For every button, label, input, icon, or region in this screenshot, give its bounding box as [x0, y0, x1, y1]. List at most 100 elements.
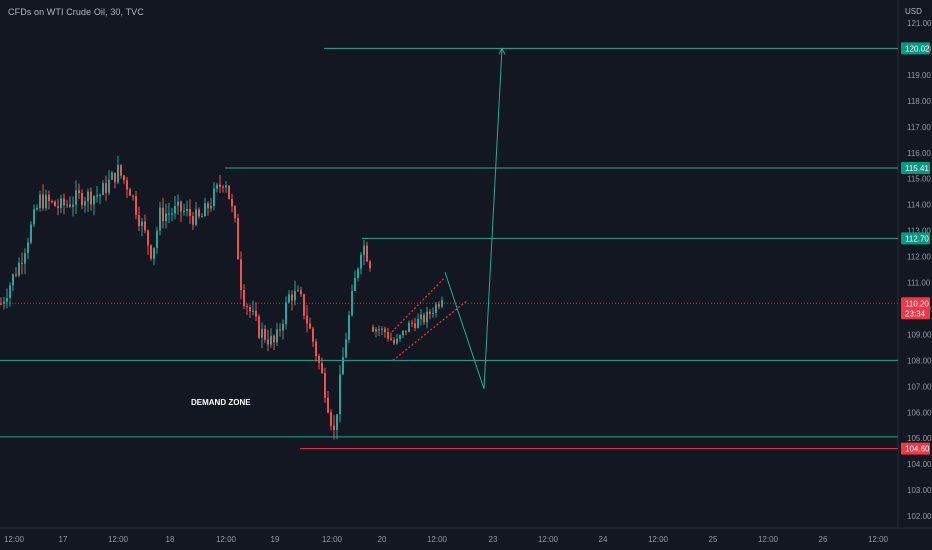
candle-body	[339, 374, 341, 415]
time-tick-label: 19	[271, 535, 280, 544]
candle-body	[273, 335, 275, 343]
candle-body	[324, 372, 326, 398]
candle-body	[102, 183, 104, 195]
candle-body	[312, 328, 314, 342]
candle-body	[297, 290, 299, 292]
candle-body	[276, 329, 278, 343]
candle-body	[252, 310, 254, 312]
price-badge	[901, 42, 930, 55]
candle-body	[198, 209, 200, 217]
candle-body	[132, 195, 134, 197]
candle-body	[342, 357, 344, 375]
candles	[0, 155, 443, 440]
candle-body	[168, 213, 170, 215]
candle-body	[24, 253, 26, 264]
candle-body	[396, 338, 398, 344]
candle-body	[123, 175, 125, 181]
price-tick-label: 119.00	[907, 71, 931, 80]
candle-body	[285, 302, 287, 324]
price-badge-label: 120.02	[905, 44, 930, 53]
channel-pattern[interactable]	[391, 47, 506, 390]
candle-body	[423, 314, 425, 323]
time-tick-label: 20	[378, 535, 387, 544]
candle-body	[120, 164, 122, 176]
candle-body	[156, 230, 158, 248]
candle-body	[54, 201, 56, 207]
candle-body	[381, 328, 383, 330]
candle-body	[306, 315, 308, 324]
candle-body	[6, 298, 8, 302]
candle-body	[177, 201, 179, 206]
candle-body	[69, 204, 71, 207]
time-tick-label: 12:00	[216, 535, 237, 544]
price-tick-label: 107.00	[907, 382, 932, 391]
time-tick-label: 17	[59, 535, 68, 544]
time-axis[interactable]: 12:00 17 12:00 18 12:00 19 12:00 20 12:00 23 12:00…	[4, 535, 889, 544]
time-tick-label: 12:00	[648, 535, 669, 544]
candle-body	[21, 262, 23, 264]
price-tick-label: 121.00	[907, 19, 932, 28]
time-tick-label: 23	[489, 535, 498, 544]
candle-body	[213, 188, 215, 207]
candle-body	[402, 330, 404, 336]
time-tick-label: 24	[599, 535, 608, 544]
candle-body	[375, 329, 377, 332]
time-tick-label: 12:00	[108, 535, 129, 544]
candle-body	[72, 204, 74, 207]
candle-body	[243, 290, 245, 306]
price-tick-label: 116.00	[907, 149, 931, 158]
candle-body	[60, 198, 62, 209]
candle-body	[9, 285, 11, 299]
candle-body	[81, 192, 83, 206]
price-badge	[901, 297, 930, 320]
candle-body	[270, 335, 272, 345]
candle-body	[363, 245, 365, 255]
candle-body	[39, 194, 41, 208]
price-badge	[901, 232, 930, 245]
candle-body	[27, 242, 29, 254]
candle-body	[291, 294, 293, 301]
time-tick-label: 12:00	[758, 535, 779, 544]
candle-body	[159, 207, 161, 231]
candle-body	[0, 303, 2, 305]
candle-body	[51, 201, 53, 203]
candle-body	[78, 190, 80, 193]
channel-upper-line[interactable]	[391, 276, 446, 333]
chart-title: CFDs on WTI Crude Oil, 30, TVC	[8, 7, 144, 17]
price-badge-label: 115.41	[905, 164, 929, 173]
candle-body	[114, 172, 116, 183]
candle-body	[216, 184, 218, 189]
price-tick-label: 106.00	[907, 408, 932, 417]
candle-body	[321, 362, 323, 373]
candle-body	[228, 185, 230, 199]
candle-body	[99, 194, 101, 196]
time-tick-label: 12:00	[322, 535, 343, 544]
candle-body	[303, 294, 305, 316]
candle-body	[336, 414, 338, 430]
candle-body	[429, 311, 431, 314]
time-tick-label: 26	[819, 535, 828, 544]
candle-body	[405, 330, 407, 333]
candle-body	[165, 213, 167, 222]
bar-countdown-label: 23:34	[905, 309, 926, 318]
candle-body	[135, 196, 137, 215]
projection-path[interactable]	[444, 48, 503, 390]
candle-body	[345, 339, 347, 358]
candle-body	[108, 179, 110, 193]
candle-body	[426, 311, 428, 323]
horizontal-levels[interactable]	[0, 47, 898, 450]
candle-body	[240, 259, 242, 291]
price-tick-label: 114.00	[907, 201, 931, 210]
candle-body	[57, 206, 59, 209]
candle-body	[192, 216, 194, 225]
candle-body	[105, 183, 107, 193]
price-tick-label: 113.00	[907, 227, 931, 236]
price-tick-label: 115.00	[907, 175, 931, 184]
candle-body	[201, 216, 203, 218]
candle-body	[204, 203, 206, 217]
candle-body	[354, 278, 356, 291]
candle-body	[225, 185, 227, 188]
candle-body	[111, 172, 113, 180]
